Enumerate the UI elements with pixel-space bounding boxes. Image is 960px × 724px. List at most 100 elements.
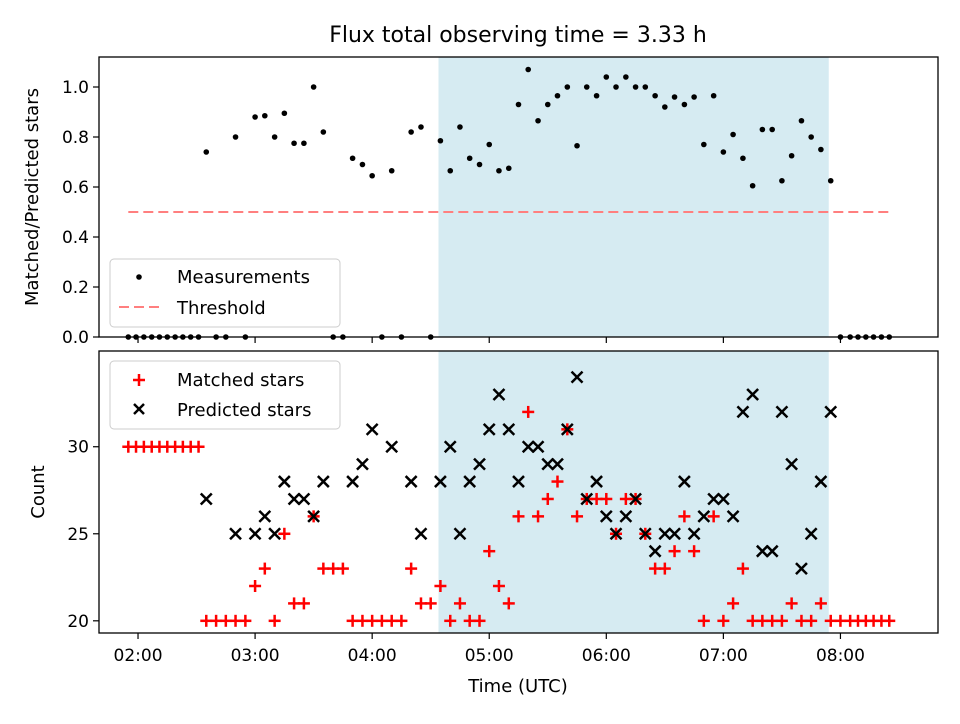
predicted-star-marker <box>258 509 272 523</box>
matched-star-marker <box>668 545 681 558</box>
measurement-point <box>740 155 746 162</box>
matched-star-marker <box>258 562 271 575</box>
matched-star-marker <box>600 492 613 505</box>
measurement-point <box>515 101 522 108</box>
predicted-star-marker <box>716 492 730 506</box>
matched-stars-markers <box>122 405 896 627</box>
predicted-star-marker <box>316 475 330 488</box>
y-tick-label: 20 <box>67 612 89 632</box>
measurement-point <box>418 124 424 130</box>
predicted-star-marker <box>512 475 525 488</box>
matched-star-marker <box>785 597 798 610</box>
predicted-star-marker <box>268 527 282 541</box>
top-y-axis: 0.0 0.2 0.4 0.6 0.8 1.0 <box>62 78 99 348</box>
predicted-star-marker <box>599 509 613 523</box>
predicted-star-marker <box>531 440 545 454</box>
predicted-star-marker <box>609 527 623 541</box>
measurement-point <box>818 146 824 153</box>
y-tick-label: 0.2 <box>62 278 89 298</box>
measurement-point <box>779 177 785 184</box>
matched-star-marker <box>551 475 564 488</box>
matched-star-marker <box>805 614 818 627</box>
matched-star-marker <box>395 614 408 627</box>
predicted-star-marker <box>287 492 301 506</box>
measurement-point <box>671 94 678 100</box>
predicted-star-marker <box>590 475 603 488</box>
measurement-point <box>544 101 551 108</box>
measurement-point <box>486 141 493 148</box>
y-tick-label: 25 <box>67 525 89 545</box>
measurement-point <box>457 124 463 130</box>
predicted-star-marker <box>619 509 633 523</box>
matched-star-marker <box>512 510 525 523</box>
predicted-star-marker <box>482 422 496 436</box>
predicted-star-marker <box>356 457 369 471</box>
legend-predicted-label: Predicted stars <box>177 400 311 421</box>
matched-star-marker <box>405 562 418 575</box>
predicted-star-marker <box>434 475 447 488</box>
x-tick-label: 07:00 <box>699 646 748 666</box>
matched-star-marker <box>297 597 310 610</box>
measurement-point <box>408 129 414 135</box>
ratio-panel: 0.0 0.2 0.4 0.6 0.8 1.0 Matched/Predicted sta… <box>22 56 939 348</box>
bottom-axes-frame <box>98 350 939 634</box>
measurement-point <box>496 167 502 174</box>
measurement-point <box>583 84 590 90</box>
predicted-star-marker <box>229 527 242 541</box>
x-tick-label: 05:00 <box>465 646 514 666</box>
predicted-stars-markers <box>199 370 838 575</box>
measurement-point <box>564 84 571 90</box>
predicted-star-marker <box>697 509 711 523</box>
measurement-point <box>310 84 317 90</box>
predicted-star-marker <box>648 544 662 558</box>
y-tick-label: 0.4 <box>62 228 89 248</box>
top-legend: Measurements Threshold <box>109 258 341 328</box>
measurement-point <box>476 161 483 168</box>
predicted-star-marker <box>755 544 769 558</box>
predicted-star-marker <box>502 422 516 436</box>
predicted-star-marker <box>365 422 379 436</box>
matched-star-marker <box>532 510 545 523</box>
predicted-star-marker <box>307 509 321 523</box>
predicted-star-marker <box>248 527 262 541</box>
predicted-star-marker <box>199 492 213 506</box>
measurement-point <box>769 126 775 133</box>
measurement-point <box>652 92 658 99</box>
matched-star-marker <box>678 510 691 523</box>
measurement-point <box>593 92 600 99</box>
measurement-point <box>720 149 727 155</box>
measurement-point <box>710 92 717 99</box>
top-axes-frame <box>98 56 939 338</box>
predicted-star-marker <box>824 405 838 419</box>
measurement-point <box>691 94 697 100</box>
matched-star-marker <box>483 545 496 558</box>
matched-star-marker <box>492 580 505 592</box>
predicted-star-marker <box>746 388 760 401</box>
matched-star-marker <box>775 614 788 627</box>
legend-measurements-marker <box>136 274 142 280</box>
measurement-point <box>359 161 366 168</box>
predicted-star-marker <box>795 562 808 575</box>
bottom-y-axis: 20 25 30 <box>67 438 99 632</box>
matched-star-marker <box>336 562 349 575</box>
measurement-point <box>301 140 307 147</box>
measurement-point <box>662 104 668 110</box>
y-tick-label: 0.8 <box>62 128 89 148</box>
predicted-star-marker <box>404 475 418 488</box>
predicted-star-marker <box>687 527 701 541</box>
legend-predicted-marker <box>133 403 145 415</box>
measurement-point <box>788 152 795 159</box>
matched-star-marker <box>717 614 730 627</box>
matched-star-marker <box>424 597 437 610</box>
legend-matched-marker <box>133 374 145 386</box>
measurement-point <box>798 117 805 124</box>
matched-star-marker <box>502 597 515 610</box>
top-x-ticks <box>137 337 842 343</box>
measurement-point <box>613 84 619 90</box>
matched-star-marker <box>707 510 720 523</box>
predicted-star-marker <box>277 475 291 488</box>
x-tick-label: 03:00 <box>231 646 280 666</box>
measurement-point <box>681 101 688 108</box>
predicted-star-marker <box>414 527 428 541</box>
